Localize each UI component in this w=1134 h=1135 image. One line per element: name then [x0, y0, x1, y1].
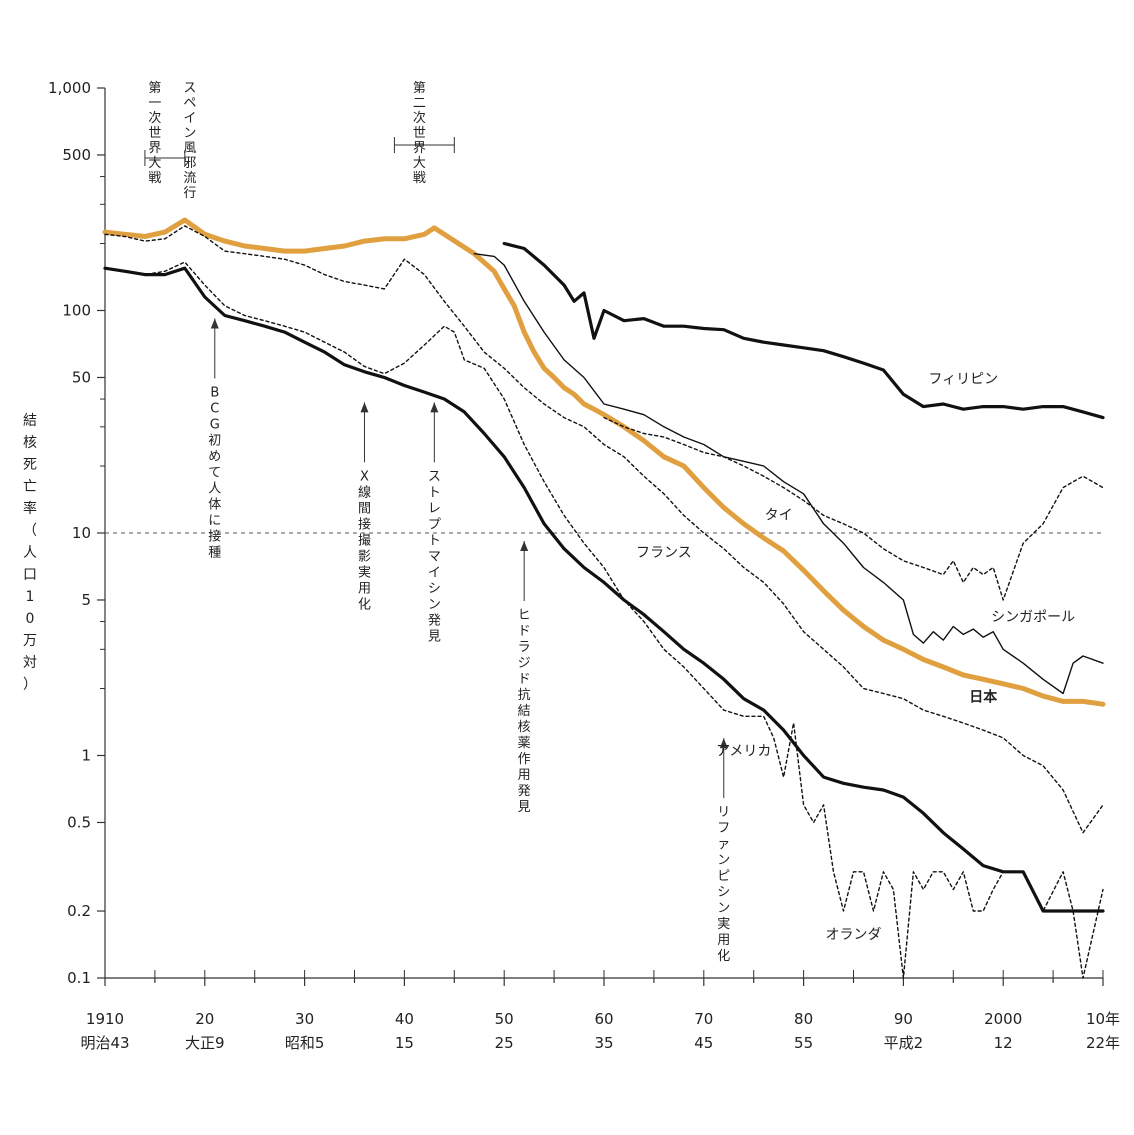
- y-tick-label: 5: [81, 591, 91, 609]
- series-line-フランス: [104, 225, 1104, 834]
- y-tick-label: 1,000: [48, 79, 91, 97]
- y-tick-label: 50: [72, 368, 91, 386]
- x-tick-label-era: 12: [994, 1034, 1013, 1052]
- y-tick-label: 0.5: [67, 813, 91, 831]
- annotation-label: ヒドラジド抗結核薬作用発見: [518, 608, 531, 815]
- series-line-オランダ: [104, 261, 1104, 979]
- x-tick-label-era: 明治43: [80, 1034, 129, 1052]
- annotation-label: 第二次世界大戦: [413, 81, 426, 186]
- x-tick-label: 10年: [1086, 1010, 1120, 1028]
- x-tick-label: 80: [794, 1010, 813, 1028]
- y-tick-label: 0.1: [67, 969, 91, 987]
- y-tick-label: 10: [72, 524, 91, 542]
- x-tick-label: 70: [694, 1010, 713, 1028]
- annotation-arrow-head: [430, 402, 439, 413]
- x-tick-label-era: 平成2: [884, 1034, 924, 1052]
- annotation-arrow-head: [520, 541, 529, 551]
- x-tick-label: 2000: [984, 1010, 1022, 1028]
- y-tick-label: 500: [62, 146, 91, 164]
- y-axis-label: 結核死亡率（人口 1 0 万対）: [23, 413, 37, 693]
- series-line-シンガポール: [473, 252, 1104, 695]
- x-tick-label-era: 22年: [1086, 1034, 1120, 1052]
- series-label-フランス: フランス: [636, 545, 692, 561]
- y-axis-label-text: 結核死亡率（人口 1 0 万対）: [23, 413, 37, 693]
- series-label-アメリカ: アメリカ: [716, 744, 771, 760]
- x-tick-label-era: 大正9: [185, 1034, 225, 1052]
- series-line-フィリピン: [502, 241, 1105, 420]
- y-tick-label: 0.2: [67, 902, 91, 920]
- x-tick-label-era: 15: [395, 1034, 414, 1052]
- series-label-シンガポール: シンガポール: [991, 610, 1075, 626]
- series-group: [102, 217, 1106, 979]
- series-label-オランダ: オランダ: [826, 927, 882, 943]
- annotation-arrow-head: [360, 402, 369, 413]
- annotation-label: B C G 初めて人体に接種: [208, 386, 221, 561]
- x-tick-label: 40: [395, 1010, 414, 1028]
- series-label-フィリピン: フィリピン: [928, 371, 998, 387]
- annotation-label: リファンピシン実用化: [717, 805, 730, 964]
- x-tick-label-era: 35: [594, 1034, 613, 1052]
- annotation-label: スペイン風邪流行: [183, 81, 196, 201]
- y-tick-label: 1: [81, 747, 91, 765]
- x-tick-label: 1910: [86, 1010, 124, 1028]
- x-tick-label-era: 55: [794, 1034, 813, 1052]
- annotations-group: 第一次世界大戦 スペイン風邪流行 第二次世界大戦 B C G 初めて人体に接種 X 線間接撮影実…: [144, 81, 730, 964]
- x-tick-label-era: 25: [495, 1034, 514, 1052]
- annotation-label: X 線間接撮影実用化: [358, 469, 371, 612]
- series-label-タイ: タイ: [765, 507, 793, 523]
- x-tick-label: 20: [195, 1010, 214, 1028]
- x-tick-label: 30: [295, 1010, 314, 1028]
- x-tick-label: 60: [594, 1010, 613, 1028]
- annotation-label: 第一次世界大戦: [148, 81, 161, 186]
- series-line-日本: [102, 217, 1106, 707]
- x-tick-label: 50: [495, 1010, 514, 1028]
- series-line-タイ: [603, 416, 1104, 601]
- series-line-アメリカ: [103, 266, 1105, 913]
- y-tick-label: 100: [62, 302, 91, 320]
- x-tick-label: 90: [894, 1010, 913, 1028]
- annotation-arrow-head: [719, 738, 728, 749]
- x-tick-label-era: 45: [694, 1034, 713, 1052]
- axes: 1,000 500 100 50 10 5 1 0.5 0.2 0.1 1910 明治43 20 大正9 3…: [48, 79, 1120, 1052]
- x-tick-label-era: 昭和5: [285, 1034, 325, 1052]
- annotation-arrow-head: [210, 318, 219, 329]
- series-label-日本: 日本: [969, 688, 998, 705]
- annotation-label: ストレプトマイシン発見: [428, 469, 441, 644]
